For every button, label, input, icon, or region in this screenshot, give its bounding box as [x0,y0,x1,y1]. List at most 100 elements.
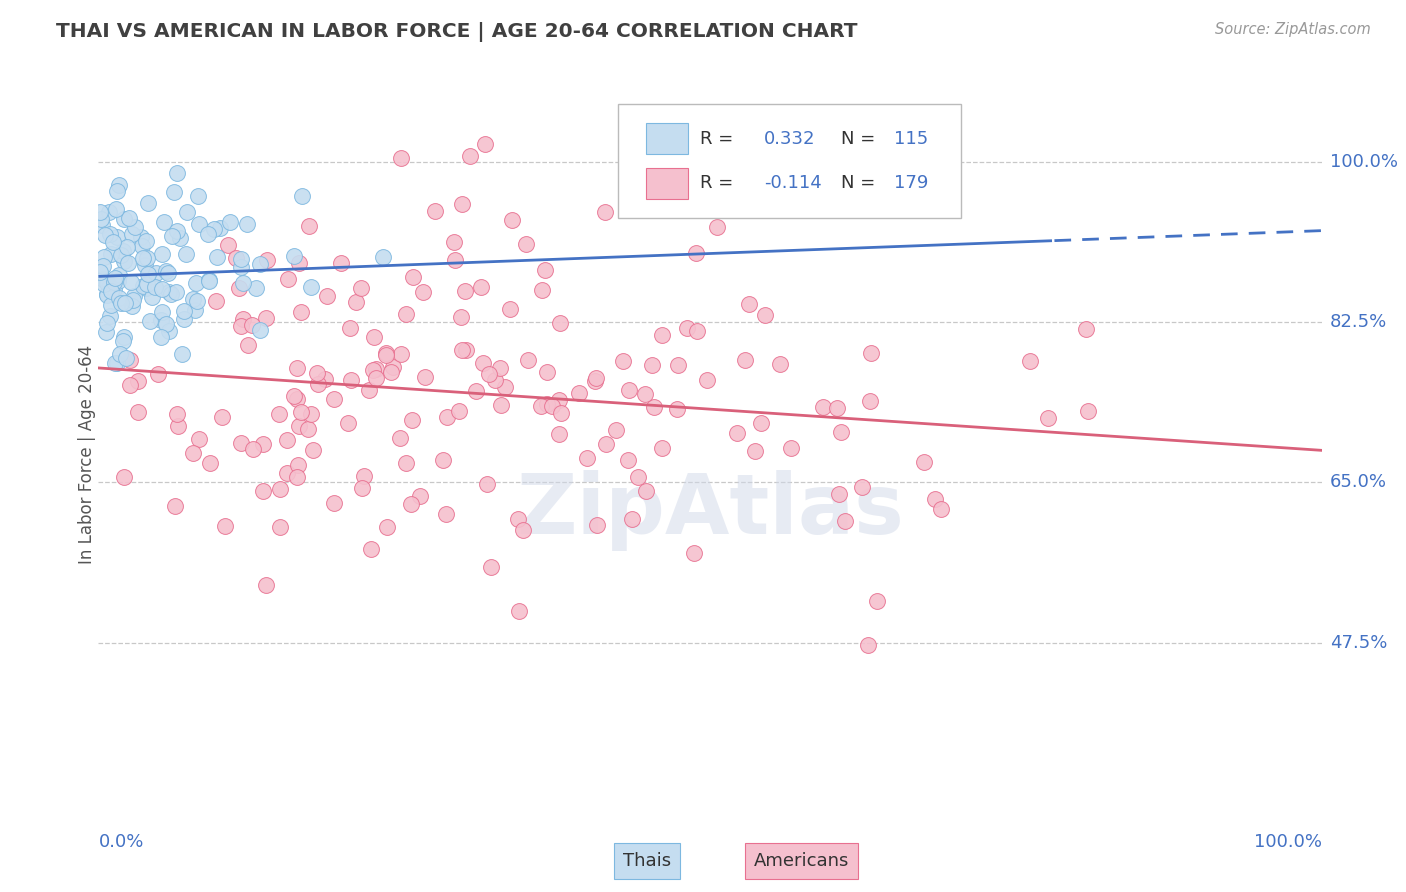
Point [534,263,557,277]
Point [148,368,170,382]
Text: 0.332: 0.332 [763,129,815,148]
Y-axis label: In Labor Force | Age 20-64: In Labor Force | Age 20-64 [79,345,96,565]
Point [276,433,298,447]
Point [231,319,253,334]
Point [389,346,412,360]
Point [287,256,309,270]
Point [512,523,534,537]
Point [111,244,134,258]
Text: THAI VS AMERICAN IN LABOR FORCE | AGE 20-64 CORRELATION CHART: THAI VS AMERICAN IN LABOR FORCE | AGE 20… [56,22,858,42]
Point [254,578,277,592]
Point [444,253,467,268]
Point [200,456,222,470]
Point [235,217,257,231]
Text: 100.0%: 100.0% [1254,833,1322,851]
Point [143,280,166,294]
Point [89,264,111,278]
Point [585,371,607,385]
Point [548,316,571,330]
Point [290,405,312,419]
Point [166,407,188,421]
Point [112,212,135,227]
Point [145,266,167,280]
Point [136,267,159,281]
Point [375,519,398,533]
Point [120,378,142,392]
Point [173,312,195,326]
Point [112,330,135,344]
Point [1077,404,1099,418]
Point [104,271,127,285]
Point [166,166,188,180]
Point [202,221,225,235]
Point [374,348,396,362]
Point [283,250,305,264]
Point [165,285,187,299]
Point [249,257,271,271]
Point [231,260,253,275]
Point [363,363,385,377]
Point [479,560,502,574]
Point [285,470,308,484]
Point [134,258,156,272]
Point [96,316,118,330]
Point [1076,322,1098,336]
Point [96,287,118,301]
Point [301,443,323,458]
Point [298,219,321,234]
Point [508,603,530,617]
Point [155,317,177,331]
Point [120,352,142,367]
Point [912,455,935,469]
Point [105,184,128,198]
Point [515,237,537,252]
Point [186,293,208,308]
Point [127,405,149,419]
Point [1038,410,1060,425]
Text: N =: N = [841,129,875,148]
Point [108,291,131,305]
Point [90,211,112,226]
Point [866,594,889,608]
Point [359,384,381,398]
Point [541,399,564,413]
Point [529,399,551,413]
Point [811,401,834,415]
Point [617,453,640,467]
Point [330,256,353,270]
Point [290,305,312,319]
Point [103,275,125,289]
Point [754,308,776,322]
Point [172,347,194,361]
Point [93,250,115,264]
Point [90,218,112,232]
Point [136,195,159,210]
Point [108,346,131,360]
Point [651,327,673,342]
FancyBboxPatch shape [619,103,960,219]
Point [366,371,388,385]
Point [401,413,423,427]
Point [423,204,446,219]
Point [96,325,118,339]
Point [181,292,204,306]
Point [389,151,412,165]
Point [236,338,259,352]
Point [188,217,211,231]
Point [548,426,571,441]
Point [104,202,127,216]
Point [337,417,360,431]
Point [112,470,135,484]
Point [269,519,291,533]
Point [124,219,146,234]
Point [105,356,128,370]
Point [484,373,506,387]
Point [350,281,373,295]
Point [211,410,233,425]
Point [489,398,512,412]
Point [506,511,529,525]
Point [340,373,363,387]
Point [472,356,495,370]
FancyBboxPatch shape [647,168,688,199]
Point [478,367,501,381]
